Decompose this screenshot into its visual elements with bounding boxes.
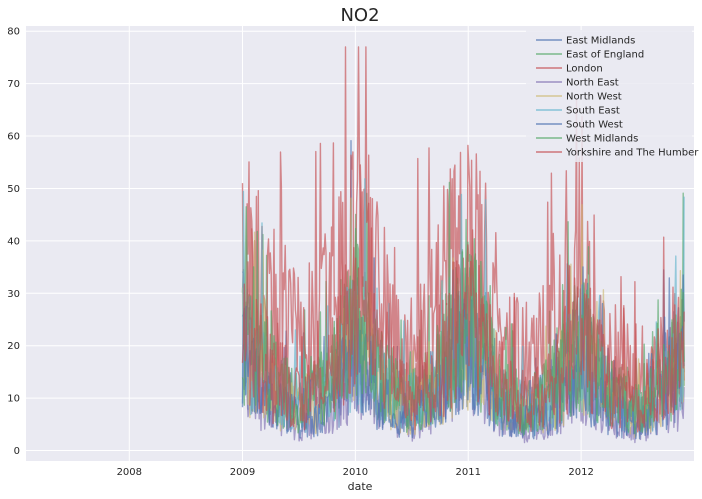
series-layer	[241, 46, 685, 444]
y-tick-label: 30	[7, 289, 20, 300]
y-tick-label: 40	[7, 236, 20, 247]
legend-label: South East	[566, 106, 620, 117]
y-tick-label: 50	[7, 184, 20, 195]
legend-label: West Midlands	[566, 134, 638, 145]
x-tick-label: 2012	[568, 467, 593, 478]
y-tick-label: 10	[7, 394, 20, 405]
x-tick-label: 2008	[117, 467, 142, 478]
legend-label: Yorkshire and The Humber	[565, 148, 699, 159]
y-tick-label: 80	[7, 27, 20, 38]
y-tick-label: 70	[7, 79, 20, 90]
series-line	[241, 46, 685, 430]
legend-label: East of England	[566, 50, 644, 61]
x-tick-label: 2010	[343, 467, 368, 478]
x-axis-label: date	[348, 480, 373, 493]
chart-title: NO2	[340, 5, 379, 26]
y-tick-labels: 0 10 20 30 40 50 60 70 80	[7, 27, 20, 457]
y-tick-label: 0	[14, 446, 20, 457]
legend: East Midlands East of England London North …	[526, 30, 699, 162]
y-tick-label: 20	[7, 341, 20, 352]
y-tick-label: 60	[7, 132, 20, 143]
x-tick-label: 2009	[230, 467, 255, 478]
x-tick-label: 2011	[456, 467, 481, 478]
x-tick-labels: 2008 2009 2010 2011 2012	[117, 467, 594, 478]
legend-label: North West	[566, 92, 622, 103]
legend-label: London	[566, 64, 603, 75]
legend-label: North East	[566, 78, 619, 89]
series-line	[241, 154, 685, 433]
legend-label: East Midlands	[566, 36, 635, 47]
legend-label: South West	[566, 120, 623, 131]
